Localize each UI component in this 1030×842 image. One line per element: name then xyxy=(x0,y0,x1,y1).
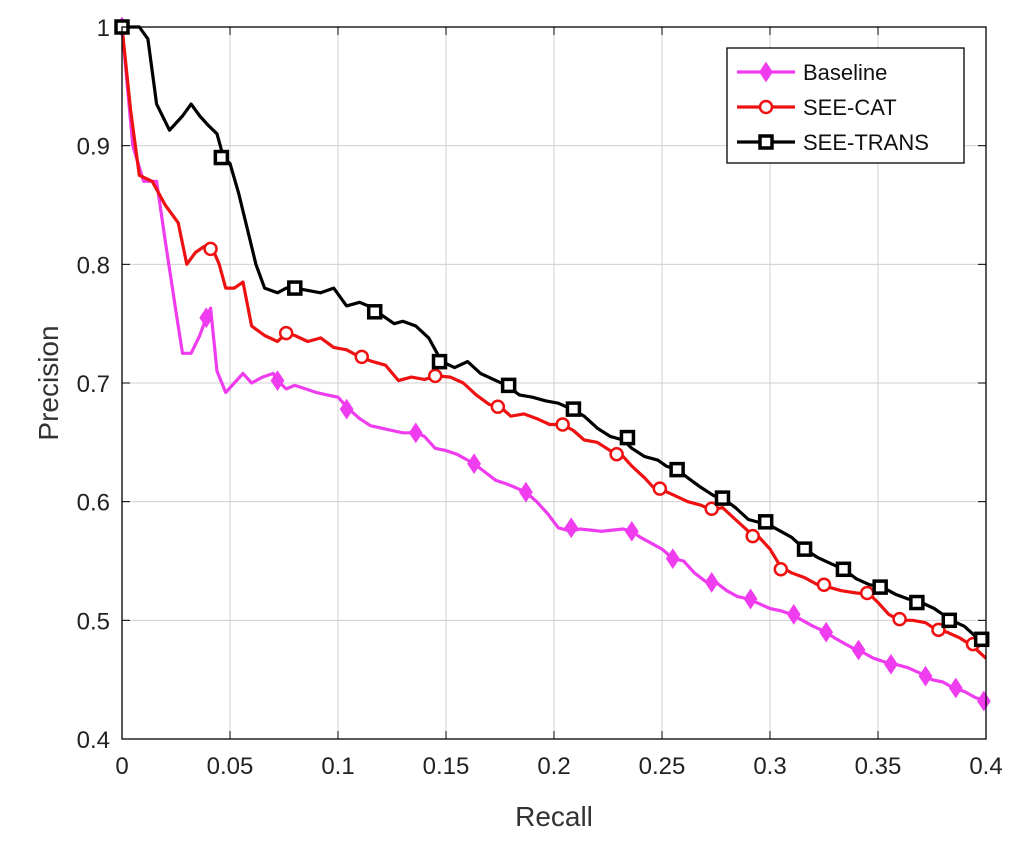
x-tick-labels: 0 0.05 0.1 0.15 0.2 0.25 0.3 0.35 0.4 xyxy=(115,753,1002,780)
marker-baseline xyxy=(976,690,991,712)
marker-see-cat xyxy=(609,446,624,462)
marker-baseline xyxy=(519,481,533,503)
marker-baseline xyxy=(467,453,481,475)
x-tick-label: 0.1 xyxy=(321,753,354,780)
y-tick-label: 0.4 xyxy=(77,727,110,754)
legend-entry-see-trans: SEE-TRANS xyxy=(737,130,929,155)
marker-see-cat xyxy=(203,241,218,257)
marker-see-cat xyxy=(555,417,570,432)
marker-baseline xyxy=(948,677,963,699)
legend-entries: Baseline SEE-CAT SEE-TRANS xyxy=(737,60,929,155)
series-lines xyxy=(120,25,988,703)
marker-see-trans xyxy=(973,631,990,648)
marker-baseline xyxy=(743,588,758,610)
y-tick-label: 0.9 xyxy=(77,134,110,161)
marker-see-cat xyxy=(859,585,875,601)
legend-label-see-trans: SEE-TRANS xyxy=(803,130,929,155)
marker-baseline xyxy=(704,572,719,593)
x-tick-label: 0 xyxy=(115,753,128,780)
marker-see-trans xyxy=(941,612,958,629)
y-tick-label: 0.8 xyxy=(77,252,110,279)
y-tick-label: 0.5 xyxy=(77,608,110,635)
x-tick-label: 0.2 xyxy=(537,753,570,780)
marker-baseline xyxy=(199,307,214,329)
marker-see-trans xyxy=(366,304,383,320)
marker-see-trans xyxy=(619,429,636,446)
y-tick-label: 0.6 xyxy=(77,490,110,517)
marker-baseline xyxy=(665,548,680,569)
series-line-see-cat xyxy=(120,26,988,660)
series-line-baseline xyxy=(120,26,987,703)
marker-see-trans xyxy=(757,514,774,530)
legend-entry-see-cat: SEE-CAT xyxy=(737,95,897,120)
marker-see-trans xyxy=(287,280,303,296)
marker-see-cat xyxy=(931,622,946,638)
marker-see-trans xyxy=(835,561,852,578)
marker-see-trans xyxy=(714,490,731,506)
y-tick-labels: 0.4 0.5 0.6 0.7 0.8 0.9 1 xyxy=(77,15,110,754)
marker-see-trans xyxy=(872,579,888,595)
marker-see-trans xyxy=(796,541,813,557)
legend-entry-baseline: Baseline xyxy=(737,60,887,85)
marker-baseline xyxy=(918,665,933,687)
y-tick-label: 1 xyxy=(97,15,110,42)
marker-see-cat xyxy=(892,611,907,627)
marker-baseline xyxy=(819,621,834,643)
marker-baseline xyxy=(339,398,354,420)
marker-see-trans xyxy=(565,401,582,417)
series-line-see-trans xyxy=(122,25,987,641)
marker-baseline xyxy=(851,639,866,661)
x-axis-title: Recall xyxy=(515,801,593,832)
x-tick-label: 0.3 xyxy=(753,753,786,780)
marker-see-cat xyxy=(816,577,832,592)
marker-baseline xyxy=(624,520,639,542)
y-axis-title: Precision xyxy=(33,325,64,440)
marker-see-cat xyxy=(652,481,668,496)
marker-see-trans xyxy=(500,377,517,394)
marker-see-cat xyxy=(773,562,789,577)
marker-see-cat xyxy=(704,501,719,517)
marker-baseline xyxy=(270,370,285,391)
legend: Baseline SEE-CAT SEE-TRANS xyxy=(726,47,965,164)
marker-baseline xyxy=(786,604,801,625)
marker-baseline xyxy=(884,653,898,675)
x-tick-label: 0.35 xyxy=(855,753,902,780)
marker-see-trans xyxy=(669,461,685,478)
marker-baseline xyxy=(408,422,423,444)
x-tick-label: 0.4 xyxy=(969,753,1002,780)
marker-see-cat xyxy=(490,399,506,414)
marker-see-cat xyxy=(427,368,443,384)
marker-see-trans xyxy=(431,353,448,370)
x-tick-label: 0.25 xyxy=(639,753,686,780)
marker-see-cat xyxy=(745,528,760,544)
legend-label-see-cat: SEE-CAT xyxy=(803,95,897,120)
x-tick-label: 0.05 xyxy=(207,753,254,780)
marker-see-trans xyxy=(213,149,230,166)
marker-see-cat xyxy=(354,349,370,365)
legend-marker-see-cat xyxy=(758,99,774,115)
legend-marker-baseline xyxy=(759,61,773,83)
y-tick-label: 0.7 xyxy=(77,371,110,398)
marker-see-trans xyxy=(909,594,925,611)
marker-see-cat xyxy=(278,325,294,341)
marker-baseline xyxy=(564,517,579,539)
x-tick-label: 0.15 xyxy=(423,753,470,780)
ticks xyxy=(121,26,987,740)
legend-marker-see-trans xyxy=(758,134,774,150)
legend-label-baseline: Baseline xyxy=(803,60,887,85)
